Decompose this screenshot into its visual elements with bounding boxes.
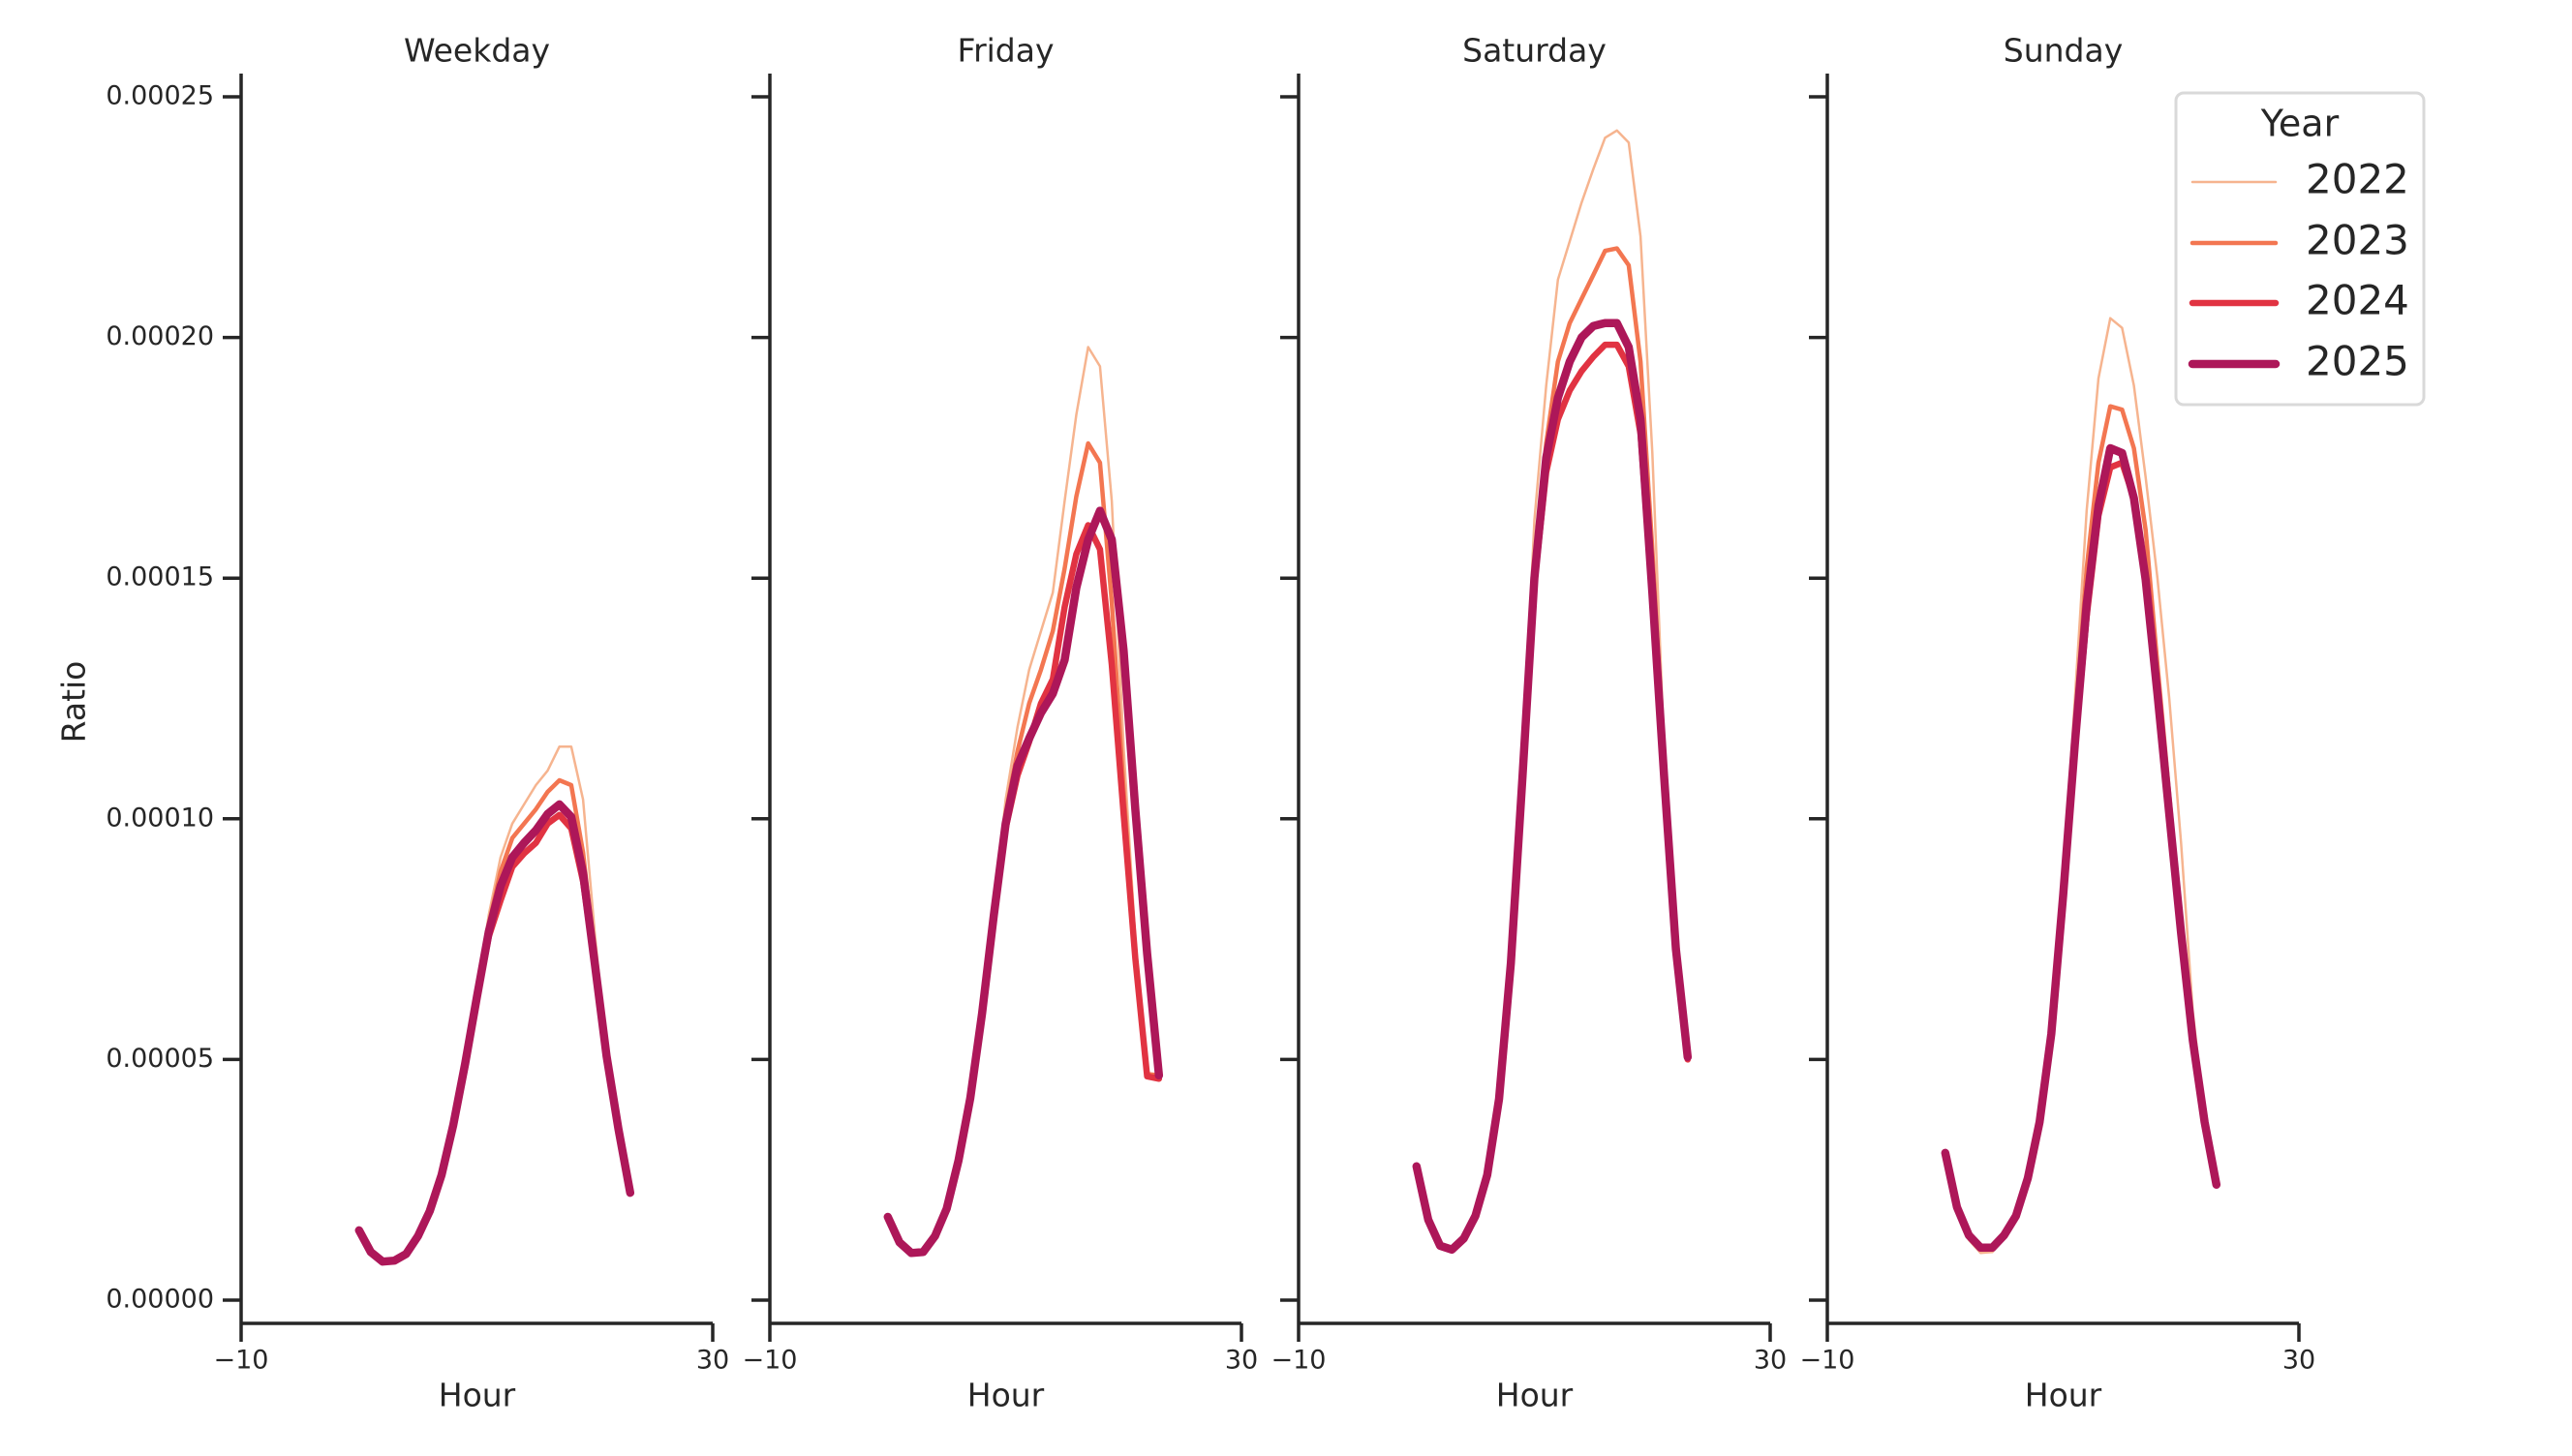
series-line-2022 [1415,129,1690,1254]
panel-friday: Friday −10 30 Hour [743,32,1259,1414]
x-axis-label: Hour [439,1377,516,1414]
x-axis-label: Hour [1496,1377,1574,1414]
x-tick-label: 30 [1225,1346,1258,1376]
x-axis-label: Hour [967,1377,1045,1414]
x-axis-label: Hour [2025,1377,2102,1414]
series-line-2025 [1941,443,2221,1253]
series-line-2022 [886,346,1161,1255]
legend-label-2025: 2025 [2306,338,2409,385]
legend-label-2023: 2023 [2306,217,2409,264]
series-line-2022 [357,744,632,1262]
legend-title: Year [2260,103,2340,145]
series-line-2025 [883,506,1164,1258]
y-tick-label: 0.00005 [106,1044,214,1074]
x-tick-label: 30 [1754,1346,1787,1376]
x-tick-label: −10 [743,1346,798,1376]
series-line-2023 [1943,404,2220,1253]
x-tick-label: −10 [214,1346,269,1376]
panel-weekday: Weekday 0.00000 0.00005 0.00010 0.00015 0.000… [106,32,729,1414]
panel-title: Friday [957,32,1054,70]
y-tick-label: 0.00010 [106,803,214,833]
series-line-2025 [1412,318,1693,1255]
panel-title: Saturday [1462,32,1607,70]
x-tick-label: −10 [1800,1346,1855,1376]
legend: Year 2022 2023 2024 2025 [2174,91,2426,407]
y-tick-label: 0.00025 [106,81,214,111]
legend-label-2024: 2024 [2306,277,2409,324]
panel-saturday: Saturday −10 30 Hour [1271,32,1788,1414]
panel-sunday: Sunday −10 30 Hour [1800,32,2316,1414]
series-line-2023 [1414,246,1691,1254]
series-line-2023 [356,777,633,1263]
y-tick-label: 0.00020 [106,321,214,351]
x-tick-label: 30 [696,1346,729,1376]
x-tick-label: 30 [2282,1346,2315,1376]
y-tick-label: 0.00015 [106,562,214,592]
panel-title: Sunday [2004,32,2123,70]
legend-box [2174,91,2426,407]
panel-title: Weekday [404,32,550,70]
legend-label-2022: 2022 [2306,156,2409,203]
y-tick-label: 0.00000 [106,1285,214,1315]
series-line-2025 [354,800,635,1266]
series-line-2022 [1944,317,2219,1255]
y-axis-label: Ratio [55,661,93,743]
x-tick-label: −10 [1271,1346,1327,1376]
